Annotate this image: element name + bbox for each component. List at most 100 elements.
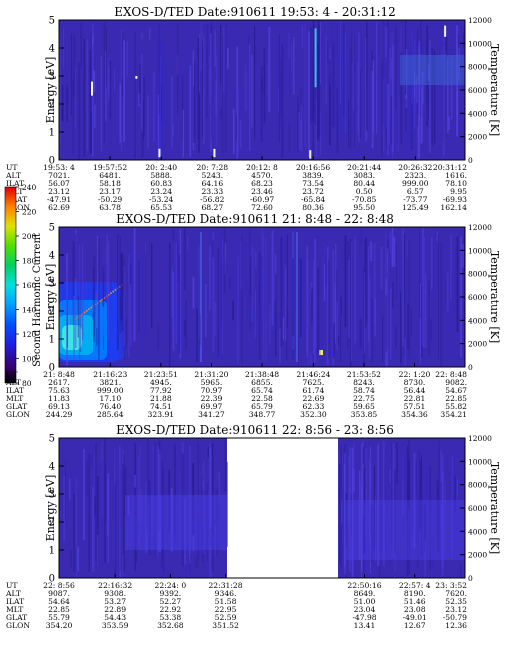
spectrogram-streak <box>417 46 420 160</box>
spectrogram-streak <box>341 500 343 524</box>
spectrogram-streak <box>91 454 93 466</box>
spectrogram-streak <box>196 308 199 363</box>
spectrogram-streak <box>59 25 61 147</box>
spectrogram-streak <box>380 247 383 290</box>
spectrogram-streak <box>336 301 338 350</box>
panel-1-band <box>400 55 465 85</box>
spectrogram-streak <box>354 64 356 136</box>
ephemeris-value: 3839. <box>302 171 324 180</box>
ephemeris-value: 22.85 <box>445 394 467 403</box>
spectrogram-streak <box>160 42 162 155</box>
ephemeris-value: 78.10 <box>445 179 467 188</box>
spectrogram-streak <box>374 531 376 545</box>
ephemeris-value: 22:31:28 <box>208 581 242 590</box>
spectrogram-streak <box>325 236 327 346</box>
spectrogram-streak <box>235 115 237 141</box>
spectrogram-streak <box>417 28 419 127</box>
spectrogram-streak <box>423 504 426 552</box>
spectrogram-streak <box>408 238 411 359</box>
spectrogram-streak <box>438 234 439 359</box>
spectrogram-streak <box>358 259 360 367</box>
heat-dot <box>83 311 86 314</box>
ephemeris-value: -53.24 <box>149 195 173 204</box>
spectrogram-streak <box>390 78 393 145</box>
ephemeris-value: 20: 2:40 <box>145 163 177 172</box>
spectrogram-streak <box>352 35 355 112</box>
y2-tick-label: 0 <box>468 574 473 583</box>
spectrogram-streak <box>327 40 329 63</box>
spectrogram-streak <box>122 449 124 576</box>
ephemeris-value: 3083. <box>353 171 375 180</box>
ephemeris-value: 12.67 <box>404 621 426 630</box>
spectrogram-streak <box>171 76 173 149</box>
spectrogram-streak <box>449 306 452 360</box>
y2-tick-label: 0 <box>468 363 473 372</box>
spectrogram-streak <box>445 24 448 139</box>
spectrogram-streak <box>441 503 444 528</box>
y2-tick-label: 2000 <box>468 340 487 349</box>
spectrogram-streak <box>218 471 220 498</box>
spectrogram-streak <box>105 61 107 146</box>
spectrogram-streak <box>361 442 363 572</box>
spectrogram-streak <box>239 119 242 149</box>
spectrogram-streak <box>152 445 154 545</box>
ephemeris-value: 52.59 <box>215 613 237 622</box>
spectrogram-streak <box>428 80 429 120</box>
spectrogram-streak <box>119 84 122 144</box>
spectrogram-streak <box>418 40 421 158</box>
spectrogram-streak <box>407 486 410 507</box>
ephemeris-value: 61.74 <box>303 386 325 395</box>
y2-tick-label: 4000 <box>468 316 487 325</box>
ephemeris-value: 21:46:24 <box>296 370 330 379</box>
spectrogram-streak <box>408 439 410 508</box>
spectrogram-streak <box>237 256 239 364</box>
spectrogram-streak <box>347 440 349 521</box>
spectrogram-streak <box>178 472 180 554</box>
ephemeris-value: 6855. <box>251 378 273 387</box>
spectrogram-streak <box>375 495 377 561</box>
spectrogram-streak <box>437 486 439 553</box>
spectrogram-streak <box>145 241 147 254</box>
ephemeris-value: 4945. <box>150 378 172 387</box>
spectrogram-streak <box>109 442 111 470</box>
y-tick-label: 3 <box>49 490 55 501</box>
ephemeris-value: 8730. <box>404 378 426 387</box>
spectrogram-streak <box>217 487 219 553</box>
panel-2-texture <box>66 227 465 367</box>
spectrogram-streak <box>168 470 170 532</box>
spectrogram-streak <box>248 35 250 47</box>
spectrogram-streak <box>310 352 312 365</box>
spectrogram-streak <box>240 92 242 123</box>
spectrogram-streak <box>105 26 107 88</box>
spectrogram-streak <box>158 449 160 552</box>
spectrogram-streak <box>317 232 319 358</box>
spectrogram-streak <box>102 250 104 267</box>
spectrogram-streak <box>195 557 197 569</box>
ephemeris-value: 51.00 <box>354 597 376 606</box>
spectrogram-streak <box>73 295 75 361</box>
spectrogram-streak <box>306 245 309 357</box>
spectrogram-streak <box>419 229 420 317</box>
y-tick-label: 0 <box>49 363 55 374</box>
spectrogram-streak <box>140 489 143 522</box>
spectrogram-streak <box>202 480 205 528</box>
colorbar-tick-label: 160 <box>22 281 37 290</box>
spectrogram-streak <box>332 322 335 358</box>
spectrogram-streak <box>462 244 465 268</box>
spectrogram-streak <box>363 467 365 555</box>
spectrogram-streak <box>426 25 429 126</box>
ephemeris-value: 22.85 <box>48 605 70 614</box>
spectrogram-streak <box>340 20 342 142</box>
spectrogram-streak <box>349 47 352 148</box>
spectrogram-streak <box>258 284 260 305</box>
ephemeris-value: 21:31:20 <box>194 370 228 379</box>
spectrogram-streak <box>140 39 143 54</box>
spectrogram-streak <box>443 28 445 123</box>
spectrogram-streak <box>358 470 361 561</box>
spectrogram-streak <box>247 285 248 333</box>
spectrogram-streak <box>78 244 81 360</box>
spectrogram-streak <box>198 520 201 557</box>
colorbar-tick-label: 200 <box>22 232 37 241</box>
spectrogram-streak <box>428 65 430 82</box>
spectrogram-streak <box>431 47 434 146</box>
